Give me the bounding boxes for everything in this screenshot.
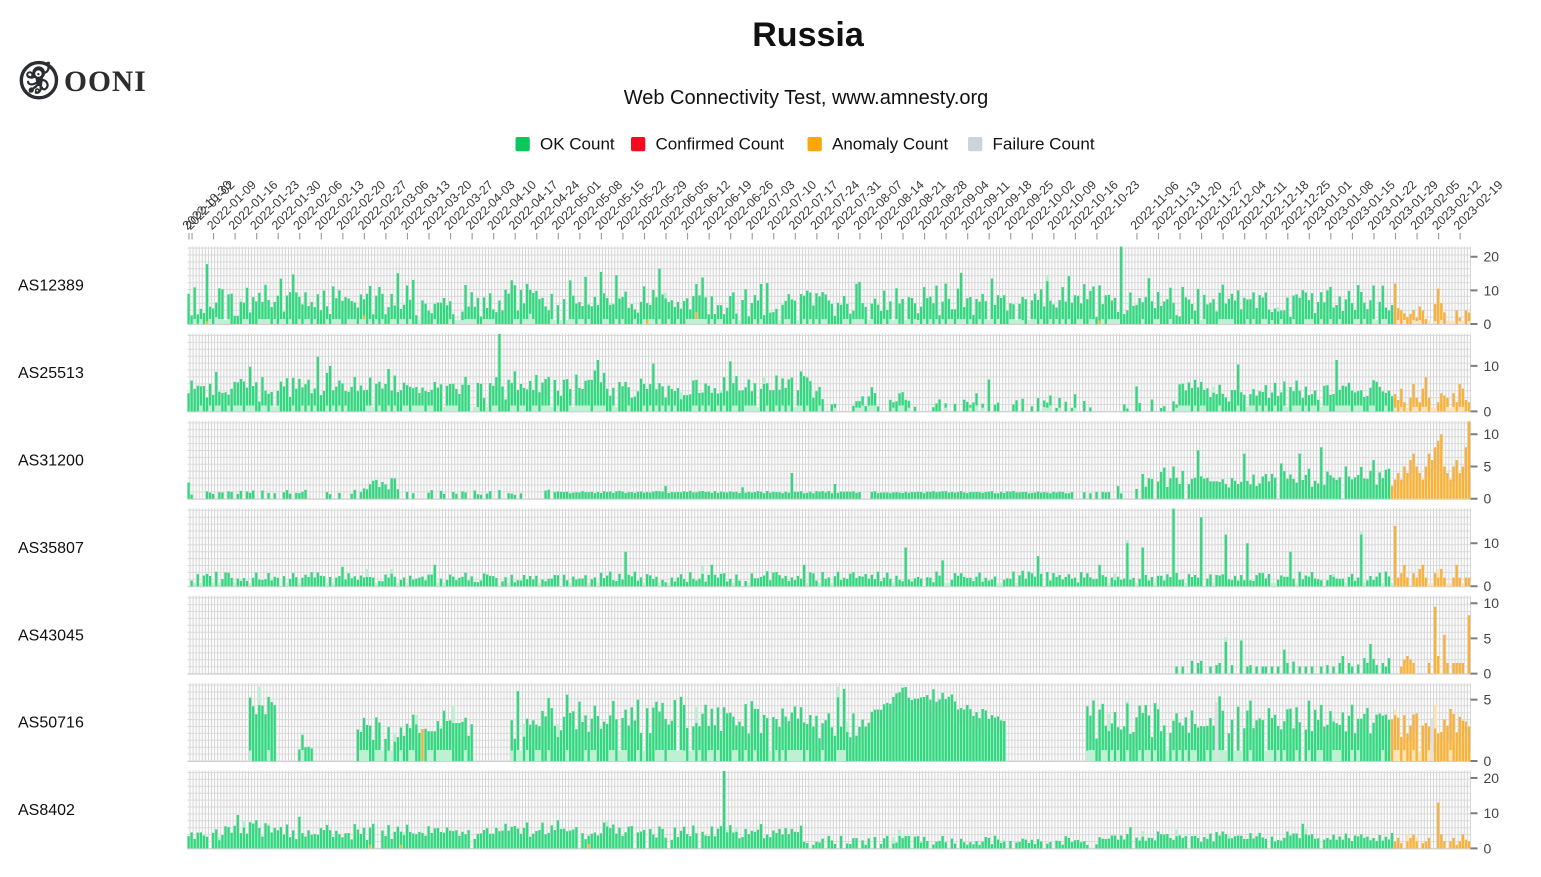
svg-text:10: 10 (1484, 426, 1500, 442)
svg-text:0: 0 (1484, 316, 1492, 332)
svg-text:5: 5 (1484, 630, 1492, 646)
svg-text:10: 10 (1484, 282, 1500, 298)
svg-text:20: 20 (1484, 249, 1500, 265)
svg-text:AS12389: AS12389 (18, 278, 84, 295)
svg-text:0: 0 (1484, 840, 1492, 856)
svg-text:AS8402: AS8402 (18, 802, 75, 819)
svg-text:5: 5 (1484, 458, 1492, 474)
svg-text:0: 0 (1484, 578, 1492, 594)
svg-text:Web Connectivity Test, www.amn: Web Connectivity Test, www.amnesty.org (624, 87, 989, 109)
svg-text:5: 5 (1484, 691, 1492, 707)
svg-text:Anomaly Count: Anomaly Count (832, 135, 949, 154)
svg-text:0: 0 (1484, 491, 1492, 507)
svg-text:AS43045: AS43045 (18, 627, 84, 644)
svg-text:OK Count: OK Count (540, 135, 615, 154)
svg-text:Failure Count: Failure Count (993, 135, 1095, 154)
svg-text:10: 10 (1484, 358, 1500, 374)
svg-text:AS35807: AS35807 (18, 540, 84, 557)
svg-text:0: 0 (1484, 666, 1492, 682)
svg-text:OONI: OONI (64, 66, 147, 98)
svg-text:0: 0 (1484, 403, 1492, 419)
svg-text:AS31200: AS31200 (18, 453, 84, 470)
svg-text:10: 10 (1484, 805, 1500, 821)
svg-text:10: 10 (1484, 535, 1500, 551)
svg-text:Russia: Russia (752, 16, 865, 54)
svg-text:AS50716: AS50716 (18, 715, 84, 732)
svg-text:20: 20 (1484, 770, 1500, 786)
svg-text:0: 0 (1484, 753, 1492, 769)
svg-text:10: 10 (1484, 595, 1500, 611)
svg-text:Confirmed Count: Confirmed Count (656, 135, 785, 154)
svg-text:AS25513: AS25513 (18, 365, 84, 382)
